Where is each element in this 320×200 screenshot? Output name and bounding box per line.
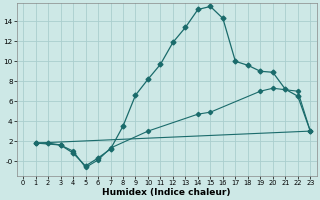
X-axis label: Humidex (Indice chaleur): Humidex (Indice chaleur) bbox=[102, 188, 231, 197]
